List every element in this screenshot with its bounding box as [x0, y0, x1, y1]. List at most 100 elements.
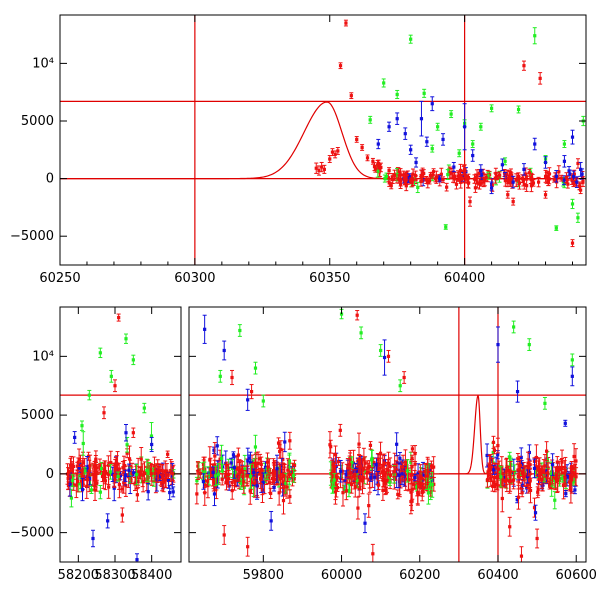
data-point [572, 485, 577, 495]
data-point [570, 239, 575, 248]
data-point [368, 441, 373, 450]
data-point [543, 169, 548, 183]
data-point [249, 384, 254, 400]
data-point [333, 445, 338, 464]
data-point [500, 158, 505, 172]
data-point [347, 455, 352, 474]
data-point [365, 154, 370, 162]
data-point [198, 468, 203, 479]
x-tick-label: 60250 [39, 271, 80, 286]
data-point [355, 496, 360, 520]
data-point [335, 146, 340, 155]
data-point [386, 451, 391, 476]
data-point [405, 459, 410, 483]
data-point [554, 170, 559, 183]
data-point [507, 516, 512, 537]
data-point [457, 149, 462, 158]
data-point [441, 133, 446, 146]
data-point [431, 456, 436, 478]
data-point [490, 457, 495, 478]
y-tick-label: 0 [46, 172, 54, 187]
data-point [131, 469, 136, 477]
data-point [229, 457, 234, 469]
data-point [202, 314, 207, 344]
data-point [378, 441, 383, 465]
data-point [449, 110, 454, 119]
data-point [521, 60, 526, 71]
data-point [547, 167, 552, 181]
data-point [562, 140, 567, 148]
data-point [430, 96, 435, 112]
data-point [470, 149, 475, 162]
data-point [562, 155, 567, 168]
data-point [83, 467, 88, 475]
data-point [505, 190, 510, 199]
data-point [105, 513, 110, 529]
data-point [319, 161, 324, 173]
data-point [556, 165, 561, 179]
data-point [76, 457, 81, 468]
data-point [360, 144, 365, 151]
data-point [226, 463, 231, 486]
data-point [578, 161, 583, 177]
data-point [348, 467, 353, 480]
data-point [521, 163, 526, 176]
data-point [534, 457, 539, 477]
data-point [397, 451, 402, 465]
data-point [222, 525, 227, 545]
data-point [278, 464, 283, 493]
data-point [540, 469, 545, 489]
x-tick-label: 60350 [309, 271, 350, 286]
data-point [170, 466, 175, 482]
data-point [142, 402, 147, 414]
data-point [194, 483, 199, 505]
data-point [444, 182, 449, 192]
data-point [485, 171, 490, 180]
data-point [106, 475, 111, 499]
data-point [386, 349, 391, 363]
data-point [282, 431, 287, 453]
data-point [447, 166, 452, 180]
data-point [381, 78, 386, 88]
data-point [123, 469, 128, 482]
y-tick-label: 5000 [21, 408, 54, 423]
data-point [408, 144, 413, 155]
data-point [232, 456, 237, 479]
data-point [479, 179, 484, 187]
data-point [332, 473, 337, 487]
data-point [94, 464, 99, 472]
data-point [571, 180, 576, 188]
data-point [550, 453, 555, 476]
data-point [424, 136, 429, 147]
data-point [532, 137, 537, 151]
data-point [248, 463, 253, 489]
data-point [570, 129, 575, 145]
data-point [522, 466, 527, 487]
data-point [491, 464, 496, 475]
data-point [503, 174, 508, 187]
data-point [428, 478, 433, 490]
data-point [334, 475, 339, 498]
data-point [519, 546, 524, 562]
data-point [410, 478, 415, 500]
data-point [368, 115, 373, 124]
data-point [419, 100, 424, 137]
data-point [330, 148, 335, 157]
data-point [462, 164, 467, 175]
data-point [354, 136, 359, 143]
data-point [369, 449, 374, 471]
data-point [144, 458, 149, 482]
data-point [135, 553, 139, 562]
data-point [322, 164, 327, 174]
data-point [361, 447, 366, 471]
data-point [410, 445, 415, 453]
data-point [567, 166, 572, 176]
data-point [398, 379, 403, 393]
x-tick-label: 60400 [444, 271, 485, 286]
data-point [487, 454, 492, 476]
data-point [211, 466, 216, 479]
data-point [435, 122, 440, 131]
data-point [274, 454, 279, 483]
data-point [372, 463, 377, 492]
data-point [287, 489, 292, 504]
